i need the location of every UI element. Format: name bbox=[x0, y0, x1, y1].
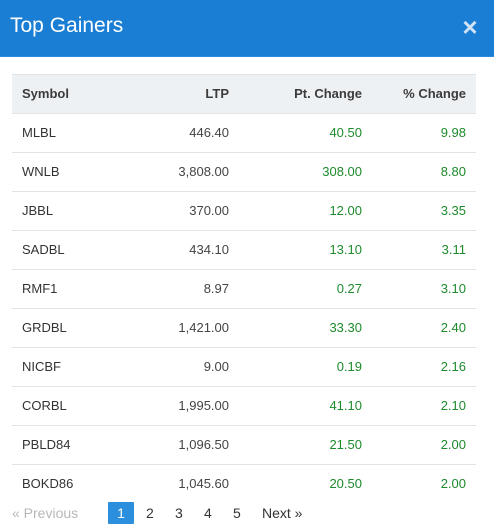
cell-pt-change: 21.50 bbox=[329, 437, 362, 452]
cell-pt-change: 13.10 bbox=[329, 242, 362, 257]
cell-pt-change: 41.10 bbox=[329, 398, 362, 413]
page-button-5[interactable]: 5 bbox=[233, 505, 241, 521]
next-page-button[interactable]: Next » bbox=[262, 505, 303, 521]
cell-pct-change: 3.35 bbox=[440, 203, 466, 218]
column-header-symbol[interactable]: Symbol bbox=[22, 86, 69, 102]
table-header-row: Symbol LTP Pt. Change % Change bbox=[12, 75, 476, 113]
cell-symbol: WNLB bbox=[22, 164, 60, 179]
table-row[interactable]: NICBF 9.00 0.19 2.16 bbox=[12, 347, 476, 386]
cell-pt-change: 20.50 bbox=[329, 476, 362, 492]
table-row[interactable]: PBLD84 1,096.50 21.50 2.00 bbox=[12, 425, 476, 464]
table-row[interactable]: MLBL 446.40 40.50 9.98 bbox=[12, 113, 476, 152]
modal-body bbox=[0, 57, 494, 530]
cell-pct-change: 9.98 bbox=[440, 125, 466, 140]
pagination: « Previous 1 2 3 4 5 Next » bbox=[12, 502, 482, 524]
page-button-1[interactable]: 1 bbox=[108, 502, 134, 524]
column-header-ltp[interactable]: LTP bbox=[205, 86, 229, 102]
cell-ltp: 446.40 bbox=[189, 125, 229, 140]
cell-ltp: 1,421.00 bbox=[178, 320, 229, 335]
cell-symbol: SADBL bbox=[22, 242, 65, 257]
cell-symbol: RMF1 bbox=[22, 281, 58, 296]
previous-page-button: « Previous bbox=[12, 505, 79, 521]
cell-pct-change: 2.00 bbox=[440, 437, 466, 452]
cell-ltp: 370.00 bbox=[189, 203, 229, 218]
close-icon[interactable]: × bbox=[462, 12, 478, 42]
gainers-table: Symbol LTP Pt. Change % Change MLBL 446.4… bbox=[12, 75, 476, 503]
cell-pct-change: 3.11 bbox=[441, 242, 466, 257]
cell-symbol: BOKD86 bbox=[22, 476, 74, 492]
modal-header: Top Gainers × bbox=[0, 0, 494, 57]
table-row[interactable]: BOKD86 1,045.60 20.50 2.00 bbox=[12, 464, 476, 503]
table-row[interactable]: RMF1 8.97 0.27 3.10 bbox=[12, 269, 476, 308]
table-row[interactable]: SADBL 434.10 13.10 3.11 bbox=[12, 230, 476, 269]
cell-pt-change: 0.27 bbox=[336, 281, 362, 296]
table-row[interactable]: GRDBL 1,421.00 33.30 2.40 bbox=[12, 308, 476, 347]
cell-pct-change: 3.10 bbox=[440, 281, 466, 296]
modal-title: Top Gainers bbox=[10, 14, 124, 37]
cell-pt-change: 12.00 bbox=[329, 203, 362, 218]
cell-ltp: 1,995.00 bbox=[178, 398, 229, 413]
table-row[interactable]: CORBL 1,995.00 41.10 2.10 bbox=[12, 386, 476, 425]
cell-pt-change: 0.19 bbox=[336, 359, 362, 374]
cell-pt-change: 308.00 bbox=[322, 164, 362, 179]
cell-symbol: CORBL bbox=[22, 398, 67, 413]
table-row[interactable]: JBBL 370.00 12.00 3.35 bbox=[12, 191, 476, 230]
cell-ltp: 9.00 bbox=[203, 359, 229, 374]
page-button-3[interactable]: 3 bbox=[175, 505, 183, 521]
cell-pct-change: 2.40 bbox=[440, 320, 466, 335]
cell-ltp: 8.97 bbox=[203, 281, 229, 296]
cell-ltp: 434.10 bbox=[189, 242, 229, 257]
table-row[interactable]: WNLB 3,808.00 308.00 8.80 bbox=[12, 152, 476, 191]
cell-pct-change: 8.80 bbox=[440, 164, 466, 179]
cell-ltp: 3,808.00 bbox=[178, 164, 229, 179]
cell-ltp: 1,096.50 bbox=[178, 437, 229, 452]
column-header-pt-change[interactable]: Pt. Change bbox=[294, 86, 362, 102]
column-header-pct-change[interactable]: % Change bbox=[403, 86, 466, 102]
cell-symbol: MLBL bbox=[22, 125, 56, 140]
cell-pct-change: 2.10 bbox=[440, 398, 466, 413]
cell-symbol: GRDBL bbox=[22, 320, 67, 335]
cell-ltp: 1,045.60 bbox=[178, 476, 229, 492]
cell-pt-change: 40.50 bbox=[329, 125, 362, 140]
gainers-table-container: Symbol LTP Pt. Change % Change MLBL 446.4… bbox=[12, 74, 476, 503]
page-button-2[interactable]: 2 bbox=[146, 505, 154, 521]
cell-pt-change: 33.30 bbox=[329, 320, 362, 335]
cell-pct-change: 2.00 bbox=[440, 476, 466, 492]
cell-symbol: JBBL bbox=[22, 203, 54, 218]
cell-pct-change: 2.16 bbox=[440, 359, 466, 374]
cell-symbol: NICBF bbox=[22, 359, 61, 374]
page-button-4[interactable]: 4 bbox=[204, 505, 212, 521]
cell-symbol: PBLD84 bbox=[22, 437, 71, 452]
